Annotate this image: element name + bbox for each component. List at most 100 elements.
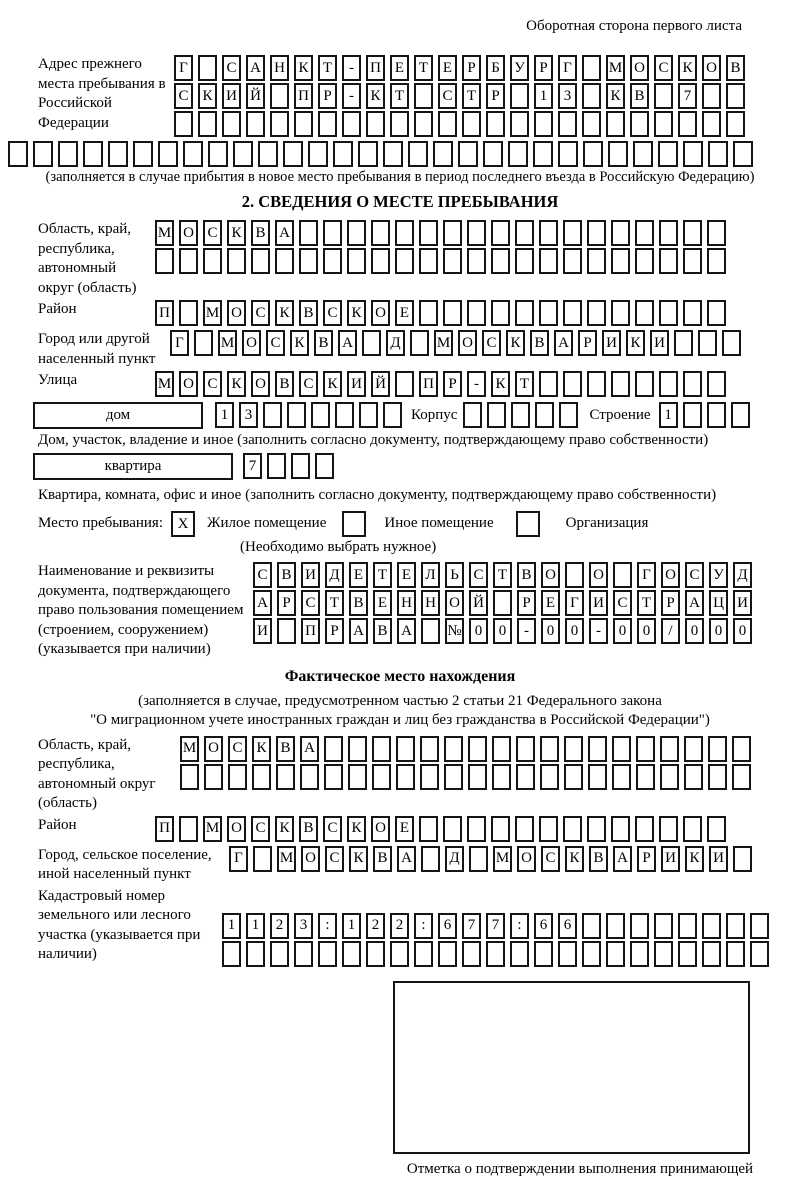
char-box: О xyxy=(242,330,261,356)
char-box xyxy=(635,371,654,397)
char-box xyxy=(443,300,462,326)
stay-place-label: Место пребывания: xyxy=(38,515,163,531)
char-box: С xyxy=(613,590,632,616)
char-box xyxy=(294,111,313,137)
char-box: : xyxy=(318,912,337,939)
residential-label: Жилое помещение xyxy=(207,515,327,531)
char-box: К xyxy=(506,330,525,356)
char-box xyxy=(707,300,726,326)
char-box xyxy=(702,111,721,137)
char-box: С xyxy=(482,330,501,356)
char-box xyxy=(563,815,582,842)
char-box xyxy=(396,735,415,762)
char-box: С xyxy=(299,371,318,397)
char-box xyxy=(324,735,343,762)
char-box xyxy=(467,300,486,326)
char-box: Т xyxy=(462,83,481,109)
char-box: О xyxy=(227,300,246,326)
cadastre-block: Кадастровый номер земельного или лесного… xyxy=(0,887,800,969)
char-box xyxy=(179,248,198,274)
char-box xyxy=(421,845,440,872)
char-box xyxy=(362,330,381,356)
char-box xyxy=(277,618,296,644)
section2-title: 2. СВЕДЕНИЯ О МЕСТЕ ПРЕБЫВАНИЯ xyxy=(241,192,559,211)
char-box xyxy=(683,300,702,326)
char-box xyxy=(539,371,558,397)
s2-region-row-2 xyxy=(155,248,731,274)
apartment-row: квартира 7 xyxy=(0,453,800,481)
char-box xyxy=(533,141,553,167)
char-box xyxy=(198,111,217,137)
house-type-box: дом xyxy=(33,402,203,429)
char-box xyxy=(563,248,582,274)
actual-location-title: Фактическое место нахождения xyxy=(284,667,516,685)
char-box xyxy=(732,763,751,790)
char-box: М xyxy=(606,55,625,81)
char-box: Й xyxy=(469,590,488,616)
char-box xyxy=(582,55,601,81)
char-box: Т xyxy=(325,590,344,616)
char-box: О xyxy=(458,330,477,356)
char-box: 7 xyxy=(462,912,481,939)
char-box xyxy=(611,371,630,397)
char-box: Г xyxy=(565,590,584,616)
al-region-block: Область, край, республика, автономный ок… xyxy=(0,735,800,814)
char-box: С xyxy=(323,300,342,326)
char-box: О xyxy=(371,300,390,326)
char-box xyxy=(414,83,433,109)
char-box xyxy=(539,220,558,246)
char-box: Ь xyxy=(445,562,464,588)
char-box xyxy=(263,402,282,428)
char-box: Д xyxy=(325,562,344,588)
char-box: П xyxy=(366,55,385,81)
char-box xyxy=(582,912,601,939)
char-box xyxy=(222,940,241,967)
char-box xyxy=(492,763,511,790)
char-box: - xyxy=(342,83,361,109)
char-box xyxy=(588,735,607,762)
char-box xyxy=(359,402,378,428)
char-box xyxy=(698,330,717,356)
actual-location-note-2: "О миграционном учете иностранных гражда… xyxy=(90,711,710,728)
char-box xyxy=(443,815,462,842)
char-box: Т xyxy=(515,371,534,397)
char-box xyxy=(390,111,409,137)
char-box xyxy=(158,141,178,167)
char-box: К xyxy=(366,83,385,109)
char-box: А xyxy=(349,618,368,644)
char-box: Р xyxy=(486,83,505,109)
char-box: А xyxy=(246,55,265,81)
char-box xyxy=(606,912,625,939)
char-box: Р xyxy=(277,590,296,616)
char-box: Т xyxy=(637,590,656,616)
char-box: : xyxy=(510,912,529,939)
char-box: А xyxy=(300,735,319,762)
char-box xyxy=(291,453,310,479)
char-box: / xyxy=(661,618,680,644)
char-box: П xyxy=(419,371,438,397)
char-box xyxy=(722,330,741,356)
char-box: О xyxy=(630,55,649,81)
char-box xyxy=(208,141,228,167)
char-box: 1 xyxy=(222,912,241,939)
char-box xyxy=(706,402,726,428)
char-box xyxy=(323,220,342,246)
char-box xyxy=(270,83,289,109)
char-box xyxy=(633,141,653,167)
char-box: О xyxy=(589,562,608,588)
char-box xyxy=(486,940,505,967)
char-box: А xyxy=(397,618,416,644)
char-box xyxy=(348,735,367,762)
char-box: Р xyxy=(462,55,481,81)
char-box xyxy=(707,371,726,397)
char-box xyxy=(421,618,440,644)
char-box: 0 xyxy=(469,618,488,644)
char-box: К xyxy=(347,300,366,326)
char-box: К xyxy=(275,815,294,842)
char-box: Р xyxy=(318,83,337,109)
char-box: 6 xyxy=(438,912,457,939)
al-city-block: Город, сельское поселение, иной населенн… xyxy=(0,845,800,885)
